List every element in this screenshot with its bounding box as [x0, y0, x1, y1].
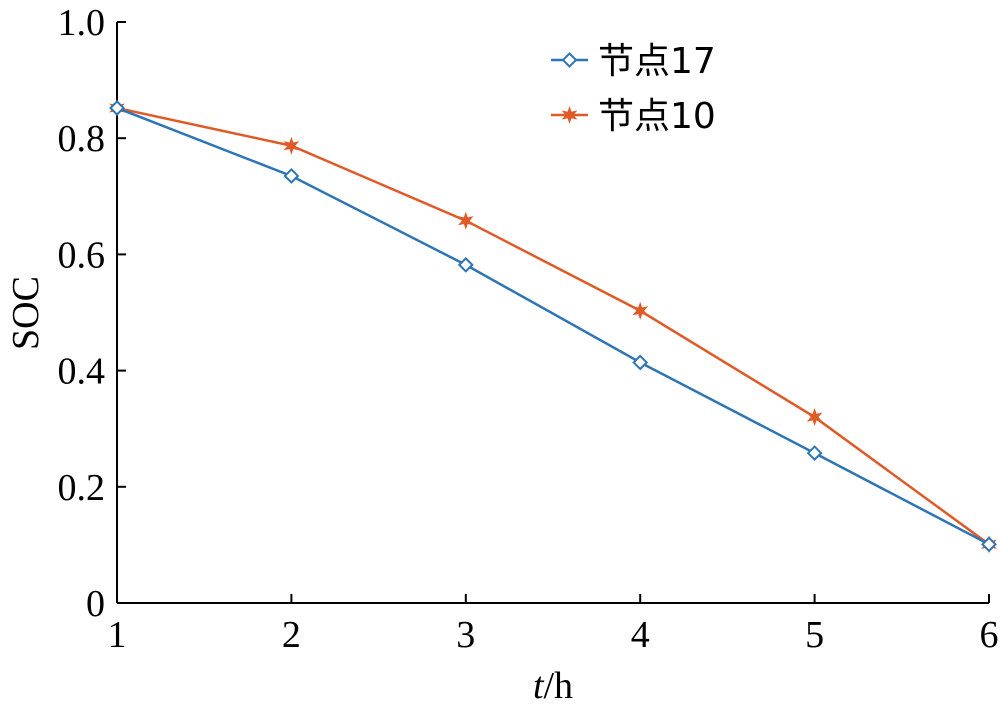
data-point — [632, 301, 649, 320]
data-point — [981, 536, 997, 553]
y-tick-label: 0 — [86, 583, 105, 625]
legend-marker — [561, 105, 578, 125]
y-tick-label: 1.0 — [58, 2, 106, 44]
y-tick-label: 0.4 — [58, 351, 106, 393]
y-tick-label: 0.2 — [58, 467, 106, 509]
data-point — [457, 211, 474, 230]
series-layer — [109, 98, 997, 554]
data-point — [806, 408, 823, 427]
x-tick-label: 2 — [282, 614, 301, 656]
data-point — [109, 100, 125, 116]
legend-label: 节点17 — [598, 41, 716, 82]
x-tick-label: 5 — [805, 614, 824, 656]
series-star — [109, 98, 997, 554]
axes — [116, 22, 989, 604]
legend-label: 节点10 — [598, 96, 716, 137]
legend-entry: 节点10 — [551, 96, 716, 137]
y-tick-label: 0.6 — [58, 234, 106, 276]
data-point — [283, 168, 300, 184]
series-line — [116, 106, 990, 546]
x-axis-title: t/h — [533, 665, 573, 707]
legend-marker — [561, 52, 578, 68]
legend: 节点17 节点10 — [551, 41, 716, 137]
ticks: 1 2 3 4 5 6 0 0.2 0.4 0.6 0.8 1.0 — [58, 2, 999, 656]
data-point — [632, 354, 649, 371]
data-point — [457, 256, 474, 273]
y-axis-title: SOC — [5, 276, 47, 350]
x-tick-label: 4 — [631, 614, 650, 656]
series-line — [116, 106, 990, 546]
series-diamond — [109, 100, 997, 553]
x-axis-title-italic: t — [533, 665, 545, 707]
legend-entry: 节点17 — [551, 41, 716, 82]
x-tick-label: 1 — [108, 614, 127, 656]
x-tick-label: 6 — [980, 614, 999, 656]
data-point — [806, 445, 823, 462]
data-point — [283, 136, 300, 155]
x-axis-title-unit: /h — [544, 665, 574, 707]
x-tick-label: 3 — [456, 614, 475, 656]
y-tick-label: 0.8 — [58, 118, 106, 160]
